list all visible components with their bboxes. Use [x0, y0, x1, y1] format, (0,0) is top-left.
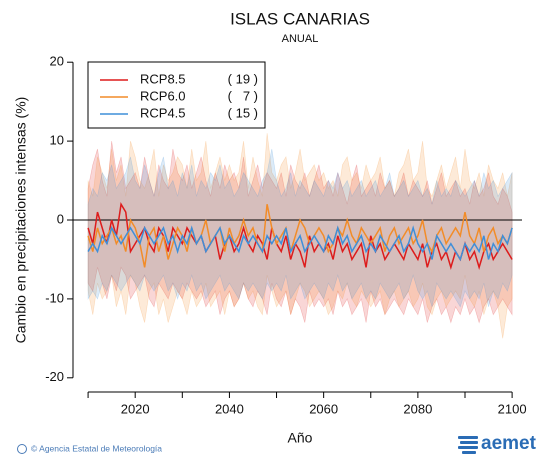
x-axis-label: Año [288, 430, 313, 446]
series-line [87, 204, 513, 268]
range-band [87, 141, 513, 324]
x-tick-label: 2020 [121, 401, 150, 416]
series-line [87, 202, 513, 270]
x-tick-label: 2100 [498, 401, 527, 416]
logo-icon [458, 436, 478, 454]
chart-subtitle: ANUAL [282, 33, 319, 45]
legend-label: RCP8.5 [140, 71, 186, 86]
legend-count: ( 7 ) [228, 88, 258, 103]
legend-count: ( 19 ) [228, 71, 258, 86]
y-tick-label: 20 [50, 54, 64, 69]
legend-box [87, 61, 266, 129]
x-tick-label: 2040 [215, 401, 244, 416]
legend-label: RCP6.0 [140, 88, 186, 103]
logo-text: aemet [481, 433, 537, 454]
legend: RCP8.5 ( 19 ) RCP6.0 ( 7 ) RCP4.5 ( 15 ) [87, 61, 266, 129]
chart-title: ISLAS CANARIAS [230, 9, 370, 28]
y-tick-label: 0 [57, 211, 64, 226]
y-tick-label: 10 [50, 133, 64, 148]
copyright-icon [17, 444, 27, 454]
x-tick-label: 2060 [309, 401, 338, 416]
range-band [87, 148, 513, 308]
y-tick-label: -20 [45, 369, 64, 384]
x-tick-label: 2080 [403, 401, 432, 416]
logo: aemet [458, 433, 537, 454]
footer: © Agencia Estatal de Meteorología [17, 443, 162, 454]
legend-count: ( 15 ) [228, 105, 258, 120]
legend-label: RCP4.5 [140, 105, 186, 120]
y-tick-label: -10 [45, 290, 64, 305]
footer-text: © Agencia Estatal de Meteorología [31, 443, 162, 453]
y-axis-label: Cambio en precipitaciones intensas (%) [13, 97, 29, 344]
series-line [87, 225, 513, 262]
